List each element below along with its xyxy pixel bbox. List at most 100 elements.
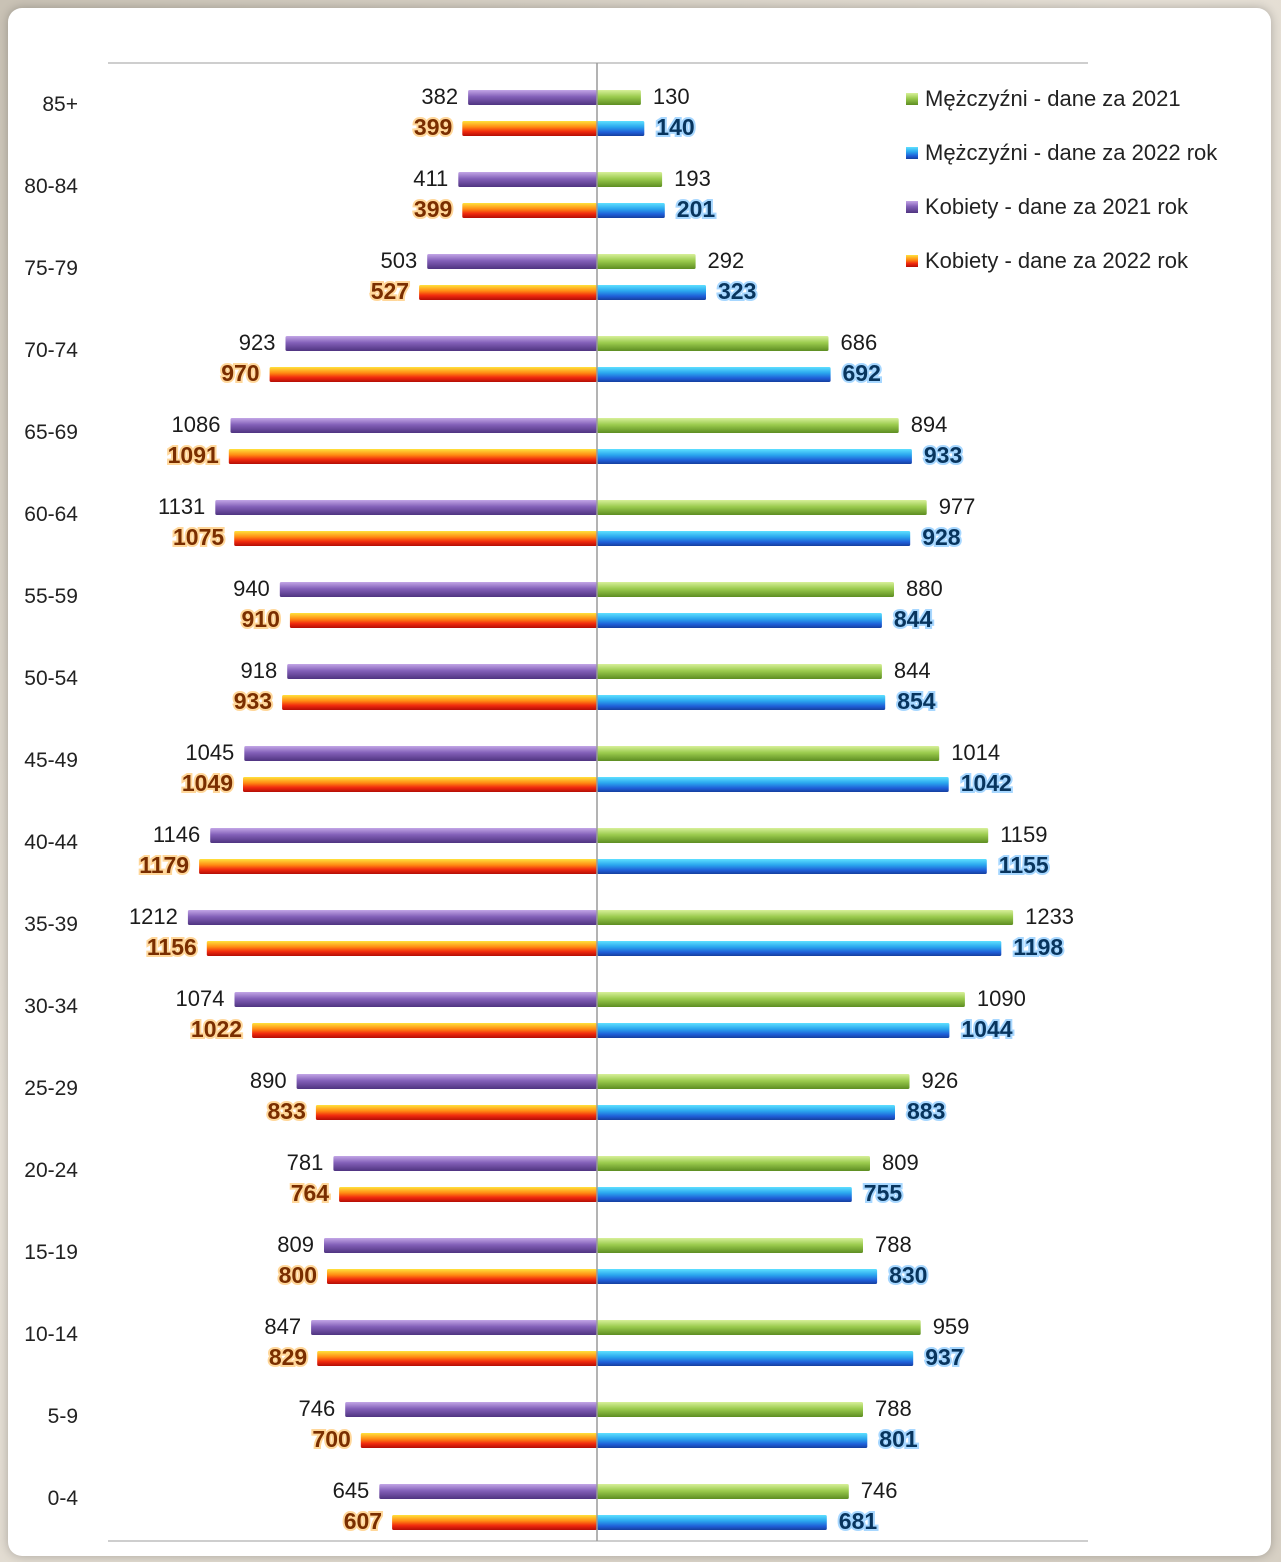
bar-50-54-series-1 <box>282 695 597 710</box>
data-label-40-44-series-0: 1146 <box>153 822 200 847</box>
data-label-35-39-series-2: 1233 <box>1025 904 1074 929</box>
bar-45-49-series-2 <box>597 746 940 761</box>
bar-35-39-series-0 <box>187 910 597 925</box>
bar-60-64-series-1 <box>234 531 597 546</box>
bar-85+-series-2 <box>597 90 641 105</box>
bar-25-29-series-0 <box>296 1074 597 1089</box>
bar-0-4-series-1 <box>392 1515 597 1530</box>
bar-65-69-series-1 <box>228 449 598 464</box>
legend-swatch-2 <box>906 93 918 105</box>
bars-layer <box>187 90 1014 1530</box>
bar-20-24-series-1 <box>339 1187 597 1202</box>
data-label-65-69-series-0: 1086 <box>172 412 221 437</box>
data-label-10-14-series-0: 847 <box>264 1314 301 1339</box>
bar-80-84-series-2 <box>597 172 663 187</box>
category-label-20-24: 20-24 <box>24 1159 78 1182</box>
data-label-0-4-series-1: 607 <box>344 1508 382 1534</box>
data-label-5-9-series-0: 746 <box>298 1396 335 1421</box>
data-label-35-39-series-3: 1198 <box>1013 934 1063 960</box>
bar-85+-series-1 <box>462 121 597 136</box>
category-labels-layer: 85+ 80-84 75-79 70-74 65-69 60-64 55-59 50-54 45… <box>24 93 78 1510</box>
data-label-25-29-series-1: 833 <box>268 1098 306 1124</box>
chart-card: 382 399 130 140 411 399 193 201 503 527 292 323 923 9… <box>8 8 1271 1556</box>
data-label-20-24-series-3: 755 <box>864 1180 903 1206</box>
bar-45-49-series-3 <box>597 777 949 792</box>
data-label-15-19-series-2: 788 <box>875 1232 912 1257</box>
data-label-40-44-series-3: 1155 <box>999 852 1049 878</box>
data-label-70-74-series-0: 923 <box>239 330 276 355</box>
data-label-85+-series-2: 130 <box>653 84 690 109</box>
data-label-70-74-series-1: 970 <box>221 360 259 386</box>
bar-80-84-series-3 <box>597 203 665 218</box>
bar-20-24-series-3 <box>597 1187 852 1202</box>
category-label-35-39: 35-39 <box>24 913 78 936</box>
bar-40-44-series-0 <box>210 828 597 843</box>
data-label-35-39-series-0: 1212 <box>129 904 178 929</box>
data-label-85+-series-3: 140 <box>656 114 694 140</box>
data-label-35-39-series-1: 1156 <box>147 934 197 960</box>
bar-5-9-series-1 <box>360 1433 598 1448</box>
category-label-70-74: 70-74 <box>24 339 78 362</box>
category-label-5-9: 5-9 <box>48 1405 78 1428</box>
data-label-75-79-series-1: 527 <box>371 278 409 304</box>
data-label-65-69-series-2: 894 <box>911 412 948 437</box>
legend: Mężczyźni - dane za 2021 Mężczyźni - dane… <box>906 86 1218 273</box>
category-label-80-84: 80-84 <box>24 175 78 198</box>
bar-60-64-series-3 <box>597 531 911 546</box>
bar-0-4-series-2 <box>597 1484 849 1499</box>
data-label-70-74-series-3: 692 <box>843 360 881 386</box>
bar-40-44-series-1 <box>199 859 597 874</box>
bar-65-69-series-2 <box>597 418 899 433</box>
bar-75-79-series-1 <box>419 285 597 300</box>
bar-70-74-series-2 <box>597 336 829 351</box>
bar-25-29-series-3 <box>597 1105 895 1120</box>
bar-15-19-series-1 <box>327 1269 597 1284</box>
data-label-30-34-series-3: 1044 <box>961 1016 1012 1042</box>
bar-85+-series-3 <box>597 121 645 136</box>
category-label-45-49: 45-49 <box>24 749 78 772</box>
bar-20-24-series-2 <box>597 1156 870 1171</box>
bar-10-14-series-0 <box>311 1320 597 1335</box>
bar-75-79-series-3 <box>597 285 706 300</box>
data-label-60-64-series-0: 1131 <box>158 494 205 519</box>
data-label-45-49-series-2: 1014 <box>951 740 1000 765</box>
category-label-85+: 85+ <box>42 93 78 116</box>
value-labels-layer: 382 399 130 140 411 399 193 201 503 527 292 323 923 9… <box>129 84 1074 1536</box>
data-label-15-19-series-3: 830 <box>889 1262 927 1288</box>
data-label-60-64-series-2: 977 <box>939 494 976 519</box>
data-label-75-79-series-0: 503 <box>380 248 417 273</box>
data-label-65-69-series-1: 1091 <box>168 442 219 468</box>
data-label-25-29-series-0: 890 <box>250 1068 287 1093</box>
category-label-50-54: 50-54 <box>24 667 78 690</box>
bar-5-9-series-2 <box>597 1402 863 1417</box>
data-label-0-4-series-3: 681 <box>839 1508 878 1534</box>
bar-10-14-series-2 <box>597 1320 921 1335</box>
bar-40-44-series-2 <box>597 828 989 843</box>
category-label-0-4: 0-4 <box>48 1487 79 1510</box>
data-label-55-59-series-3: 844 <box>894 606 933 632</box>
category-label-10-14: 10-14 <box>24 1323 78 1346</box>
bar-50-54-series-0 <box>287 664 597 679</box>
data-label-40-44-series-2: 1159 <box>1000 822 1047 847</box>
legend-label-0: Kobiety - dane za 2021 rok <box>925 194 1189 219</box>
data-label-85+-series-0: 382 <box>421 84 458 109</box>
bar-55-59-series-3 <box>597 613 882 628</box>
legend-swatch-3 <box>906 147 918 159</box>
data-label-80-84-series-0: 411 <box>413 166 448 191</box>
data-label-15-19-series-1: 800 <box>279 1262 317 1288</box>
bar-50-54-series-3 <box>597 695 886 710</box>
category-label-15-19: 15-19 <box>24 1241 78 1264</box>
bar-0-4-series-3 <box>597 1515 827 1530</box>
bar-10-14-series-1 <box>317 1351 597 1366</box>
bar-65-69-series-3 <box>597 449 912 464</box>
data-label-10-14-series-3: 937 <box>925 1344 963 1370</box>
bar-60-64-series-0 <box>215 500 598 515</box>
bar-15-19-series-2 <box>597 1238 863 1253</box>
data-label-65-69-series-3: 933 <box>924 442 962 468</box>
bar-55-59-series-1 <box>289 613 597 628</box>
data-label-55-59-series-0: 940 <box>233 576 270 601</box>
category-label-25-29: 25-29 <box>24 1077 78 1100</box>
bar-55-59-series-2 <box>597 582 894 597</box>
data-label-60-64-series-3: 928 <box>922 524 961 550</box>
data-label-50-54-series-1: 933 <box>234 688 272 714</box>
